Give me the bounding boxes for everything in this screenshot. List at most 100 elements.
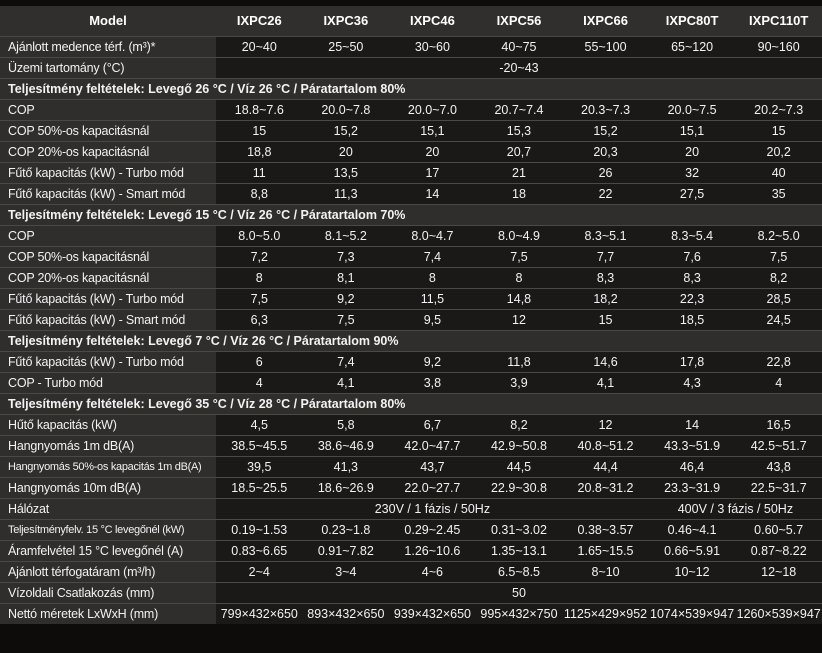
spec-value: 8 — [216, 267, 303, 288]
spec-value: 43,7 — [389, 456, 476, 477]
spec-value: 11,5 — [389, 288, 476, 309]
spec-value: 0.23~1.8 — [302, 519, 390, 540]
spec-value: 25~50 — [302, 36, 390, 57]
spec-value: 38.5~45.5 — [216, 435, 303, 456]
spec-row: Üzemi tartomány (°C) -20~43 — [0, 57, 822, 78]
spec-value: 17,8 — [648, 351, 736, 372]
spec-value: 40.8~51.2 — [562, 435, 649, 456]
spec-value: 26 — [562, 162, 649, 183]
row-label: COP — [0, 225, 216, 246]
spec-value: 43.3~51.9 — [648, 435, 736, 456]
spec-value: 40 — [735, 162, 822, 183]
spec-value: 20.7~7.4 — [475, 99, 563, 120]
spec-row: COP 50%-os kapacitásnál 7,2 7,3 7,4 7,5 7,7 7,… — [0, 246, 822, 267]
row-label: Hálózat — [0, 498, 216, 519]
spec-value: 8.0~4.7 — [389, 225, 476, 246]
spec-value: 6,3 — [216, 309, 303, 330]
column-header-ixpc46: IXPC46 — [389, 6, 476, 36]
spec-value: 20.8~31.2 — [562, 477, 649, 498]
spec-value: 0.31~3.02 — [475, 519, 563, 540]
spec-value: 90~160 — [735, 36, 822, 57]
spec-value: 20.0~7.8 — [302, 99, 390, 120]
spec-value: 0.91~7.82 — [302, 540, 390, 561]
spec-value: 20.2~7.3 — [735, 99, 822, 120]
row-label: Fűtő kapacitás (kW) - Smart mód — [0, 309, 216, 330]
spec-value: 11 — [216, 162, 303, 183]
spec-value: 12 — [475, 309, 563, 330]
spec-value: 10~12 — [648, 561, 736, 582]
row-label: COP 50%-os kapacitásnál — [0, 246, 216, 267]
spec-value: 0.87~8.22 — [735, 540, 822, 561]
spec-row: COP 50%-os kapacitásnál 15 15,2 15,1 15,3 15,… — [0, 120, 822, 141]
row-label: COP 20%-os kapacitásnál — [0, 141, 216, 162]
spec-value: 14 — [648, 414, 736, 435]
row-label: COP 50%-os kapacitásnál — [0, 120, 216, 141]
section-header-row: Teljesítmény feltételek: Levegő 15 °C / … — [0, 204, 822, 225]
spec-value: 15,2 — [562, 120, 649, 141]
spec-value: 11,3 — [302, 183, 390, 204]
spec-value: 44,5 — [475, 456, 563, 477]
spec-value: 0.66~5.91 — [648, 540, 736, 561]
spec-value: 939×432×650 — [389, 603, 476, 624]
spec-value: 18,5 — [648, 309, 736, 330]
spec-value: 35 — [735, 183, 822, 204]
spec-row: Ajánlott térfogatáram (m³/h) 2~4 3~4 4~6 6.5… — [0, 561, 822, 582]
row-label: Nettó méretek LxWxH (mm) — [0, 603, 216, 624]
spec-value: 20~40 — [216, 36, 303, 57]
spec-row: Teljesítményfelv. 15 °C levegőnél (kW) 0.… — [0, 519, 822, 540]
spec-value: 1.26~10.6 — [389, 540, 476, 561]
spec-value-span: 50 — [216, 582, 822, 603]
spec-value: 4~6 — [389, 561, 476, 582]
spec-value: 4 — [735, 372, 822, 393]
spec-value: 4,1 — [562, 372, 649, 393]
spec-value: 16,5 — [735, 414, 822, 435]
spec-value: 7,7 — [562, 246, 649, 267]
row-label: Fűtő kapacitás (kW) - Turbo mód — [0, 288, 216, 309]
spec-value: 0.46~4.1 — [648, 519, 736, 540]
spec-value: 20.3~7.3 — [562, 99, 649, 120]
spec-value: 1074×539×947 — [648, 603, 736, 624]
spec-row: Áramfelvétel 15 °C levegőnél (A) 0.83~6.6… — [0, 540, 822, 561]
spec-value: 7,4 — [389, 246, 476, 267]
spec-row: Fűtő kapacitás (kW) - Smart mód 8,8 11,3 14… — [0, 183, 822, 204]
section-header-row: Teljesítmény feltételek: Levegő 7 °C / V… — [0, 330, 822, 351]
spec-value: 799×432×650 — [216, 603, 303, 624]
spec-value: 8.3~5.4 — [648, 225, 736, 246]
spec-value: 42.9~50.8 — [475, 435, 563, 456]
row-label: Üzemi tartomány (°C) — [0, 57, 216, 78]
row-label: Teljesítményfelv. 15 °C levegőnél (kW) — [0, 519, 216, 540]
spec-value: 8 — [475, 267, 563, 288]
spec-value: 8 — [389, 267, 476, 288]
spec-value: 8.0~5.0 — [216, 225, 303, 246]
spec-value: 6.5~8.5 — [475, 561, 563, 582]
spec-value: 7,5 — [216, 288, 303, 309]
spec-value: 3,8 — [389, 372, 476, 393]
header-row: Model IXPC26 IXPC36 IXPC46 IXPC56 IXPC66 IXPC… — [0, 6, 822, 36]
spec-value: 6,7 — [389, 414, 476, 435]
spec-value: 22.0~27.7 — [389, 477, 476, 498]
spec-value: 15 — [735, 120, 822, 141]
spec-value: 22 — [562, 183, 649, 204]
spec-value: 14,6 — [562, 351, 649, 372]
section-header-label: Teljesítmény feltételek: Levegő 7 °C / V… — [0, 330, 822, 351]
spec-value: 4,3 — [648, 372, 736, 393]
spec-row: Hűtő kapacitás (kW) 4,5 5,8 6,7 8,2 12 14 16,5 — [0, 414, 822, 435]
spec-row: Ajánlott medence térf. (m³)* 20~40 25~50 30… — [0, 36, 822, 57]
spec-value: 7,4 — [302, 351, 390, 372]
spec-value: 18 — [475, 183, 563, 204]
spec-table: Model IXPC26 IXPC36 IXPC46 IXPC56 IXPC66 IXPC… — [0, 6, 822, 624]
spec-row: COP 20%-os kapacitásnál 18,8 20 20 20,7 20,3 2… — [0, 141, 822, 162]
column-header-ixpc80t: IXPC80T — [648, 6, 736, 36]
spec-value: 20,3 — [562, 141, 649, 162]
spec-value: 14 — [389, 183, 476, 204]
spec-value: 18,8 — [216, 141, 303, 162]
spec-value: 32 — [648, 162, 736, 183]
spec-value: 15,3 — [475, 120, 563, 141]
spec-row: COP 20%-os kapacitásnál 8 8,1 8 8 8,3 8,3 8,2 — [0, 267, 822, 288]
spec-value: 20.0~7.5 — [648, 99, 736, 120]
spec-value: 65~120 — [648, 36, 736, 57]
spec-value: 20.0~7.0 — [389, 99, 476, 120]
spec-row: Hangnyomás 50%-os kapacitás 1m dB(A) 39,5… — [0, 456, 822, 477]
spec-row: Hálózat 230V / 1 fázis / 50Hz 400V / 3 fáz… — [0, 498, 822, 519]
spec-value: 7,6 — [648, 246, 736, 267]
